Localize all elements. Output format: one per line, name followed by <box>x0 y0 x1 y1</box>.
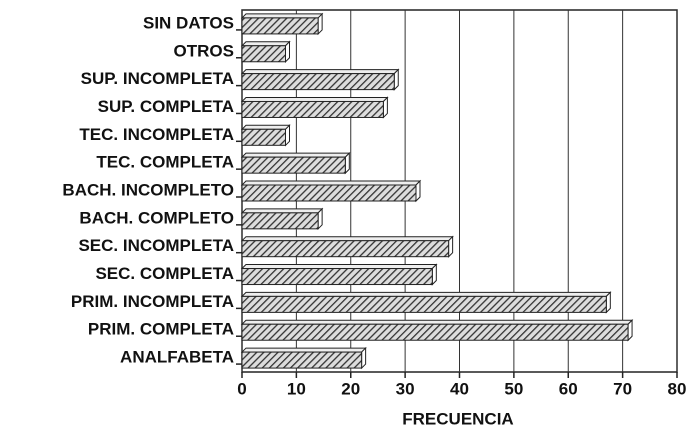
y-tick-label: SIN DATOS <box>143 13 234 32</box>
bar-top <box>240 319 634 325</box>
bar-top <box>240 208 324 214</box>
bar <box>241 100 384 118</box>
bar-top <box>240 347 367 353</box>
bar <box>241 156 346 174</box>
bar-side <box>415 179 421 203</box>
bar-side <box>431 263 437 286</box>
bar <box>241 184 417 202</box>
bar-top <box>240 124 291 130</box>
bar-side <box>361 346 367 370</box>
y-tick-label: SUP. COMPLETA <box>98 97 234 116</box>
y-tick-label: PRIM. COMPLETA <box>88 320 234 339</box>
bar-side <box>344 151 350 175</box>
bar-side <box>448 235 454 258</box>
x-tick-label: 20 <box>341 379 360 398</box>
x-tick-label: 0 <box>237 379 246 398</box>
y-tick-label: BACH. INCOMPLETO <box>62 180 234 199</box>
bar <box>241 73 395 91</box>
bar-side <box>317 12 323 36</box>
y-tick-label: ANALFABETA <box>120 348 234 367</box>
bar-top <box>240 180 422 186</box>
y-tick-label: SUP. INCOMPLETA <box>81 69 234 88</box>
bar-top <box>240 291 612 297</box>
bar-side <box>382 96 388 119</box>
bar-side <box>393 68 399 91</box>
bar <box>241 17 319 35</box>
bar-top <box>240 152 351 158</box>
bar-top <box>240 69 400 75</box>
bar-side <box>285 40 290 63</box>
bar <box>241 295 607 313</box>
bar <box>241 240 450 258</box>
bar <box>241 128 286 146</box>
x-tick-label: 70 <box>613 379 632 398</box>
y-tick-label: TEC. COMPLETA <box>96 153 234 172</box>
x-tick-label: 40 <box>450 379 469 398</box>
y-tick-label: SEC. COMPLETA <box>95 264 234 283</box>
x-tick-label: 10 <box>287 379 306 398</box>
x-tick-label: 50 <box>504 379 523 398</box>
y-tick-label: BACH. COMPLETO <box>79 208 234 227</box>
bar-side <box>285 124 290 147</box>
bar-top <box>240 236 454 242</box>
y-tick-label: SEC. INCOMPLETA <box>78 236 234 255</box>
x-tick-label: 30 <box>396 379 415 398</box>
bar-top <box>240 13 324 19</box>
bar-side <box>317 207 323 231</box>
y-tick-label: PRIM. INCOMPLETA <box>71 292 234 311</box>
bar-top <box>240 264 438 270</box>
bar-side <box>627 319 633 342</box>
bar <box>241 323 629 341</box>
x-tick-label: 60 <box>559 379 578 398</box>
bar-top <box>240 41 291 47</box>
x-axis-label: FRECUENCIA <box>402 409 513 428</box>
bar-top <box>240 96 389 102</box>
bar <box>241 351 363 369</box>
y-tick-label: TEC. INCOMPLETA <box>79 125 234 144</box>
x-tick-label: 80 <box>668 379 687 398</box>
bar <box>241 212 319 230</box>
bar <box>241 45 286 63</box>
y-tick-label: OTROS <box>174 41 234 60</box>
bar-side <box>605 291 611 314</box>
bar <box>241 268 433 286</box>
